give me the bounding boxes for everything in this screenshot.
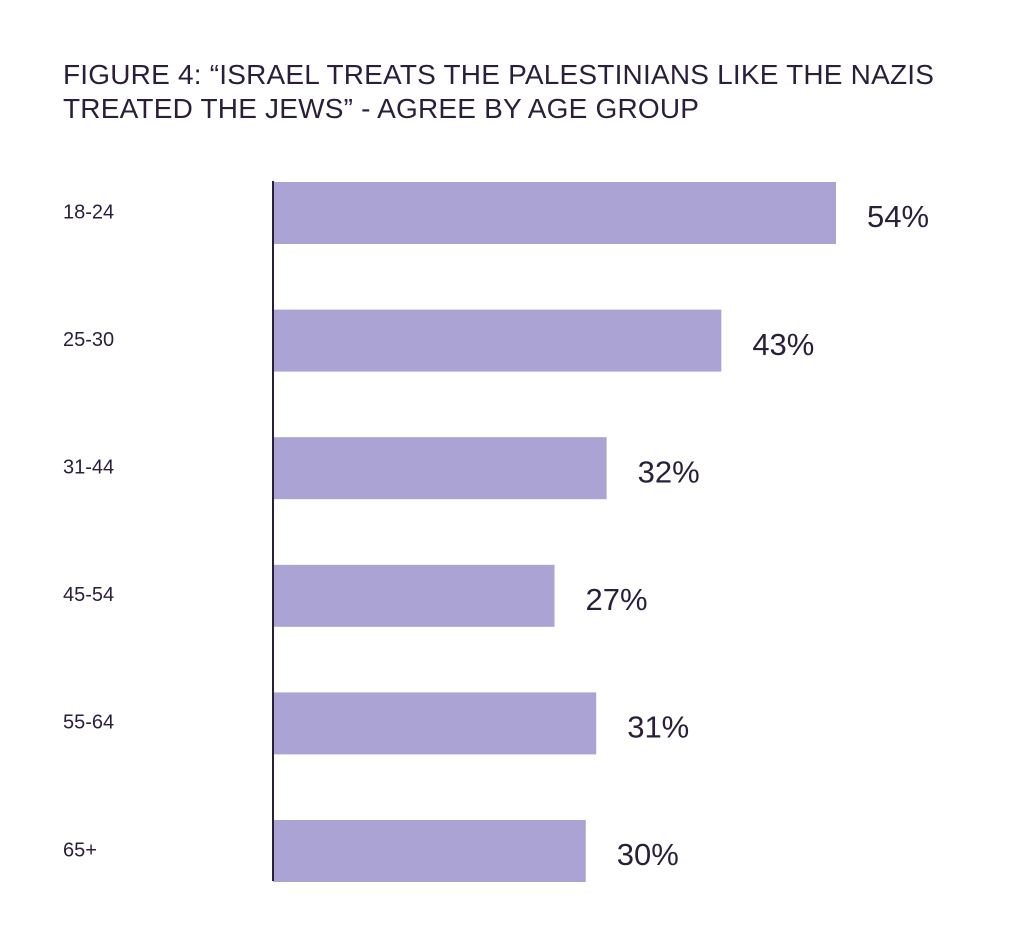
labels-group: 18-24 54% 25-30 43% 31-44 32% 45-54 27% 55-64 31%… [63, 199, 929, 872]
category-label: 45-54 [63, 584, 114, 606]
value-label: 30% [617, 837, 679, 872]
bar-31-44 [273, 437, 607, 500]
value-label: 31% [627, 710, 689, 745]
chart-title: FIGURE 4: “ISRAEL TREATS THE PALESTINIAN… [63, 58, 963, 126]
value-label: 27% [586, 582, 648, 617]
category-label: 31-44 [63, 456, 114, 478]
bar-25-30 [273, 309, 722, 372]
bar-55-64 [273, 692, 597, 755]
bar-45-54 [273, 564, 555, 627]
category-label: 55-64 [63, 712, 114, 734]
chart-title-line-1: FIGURE 4: “ISRAEL TREATS THE PALESTINIAN… [63, 59, 935, 90]
value-label: 32% [638, 454, 700, 489]
category-label: 65+ [63, 839, 97, 861]
bar-65+ [273, 820, 586, 882]
category-label: 25-30 [63, 329, 114, 351]
value-label: 43% [752, 327, 814, 362]
bar-18-24 [273, 182, 836, 244]
category-label: 18-24 [63, 201, 114, 223]
bars-group [273, 182, 836, 882]
value-label: 54% [867, 199, 929, 234]
chart-title-line-2: TREATED THE JEWS” - AGREE BY AGE GROUP [63, 93, 700, 124]
